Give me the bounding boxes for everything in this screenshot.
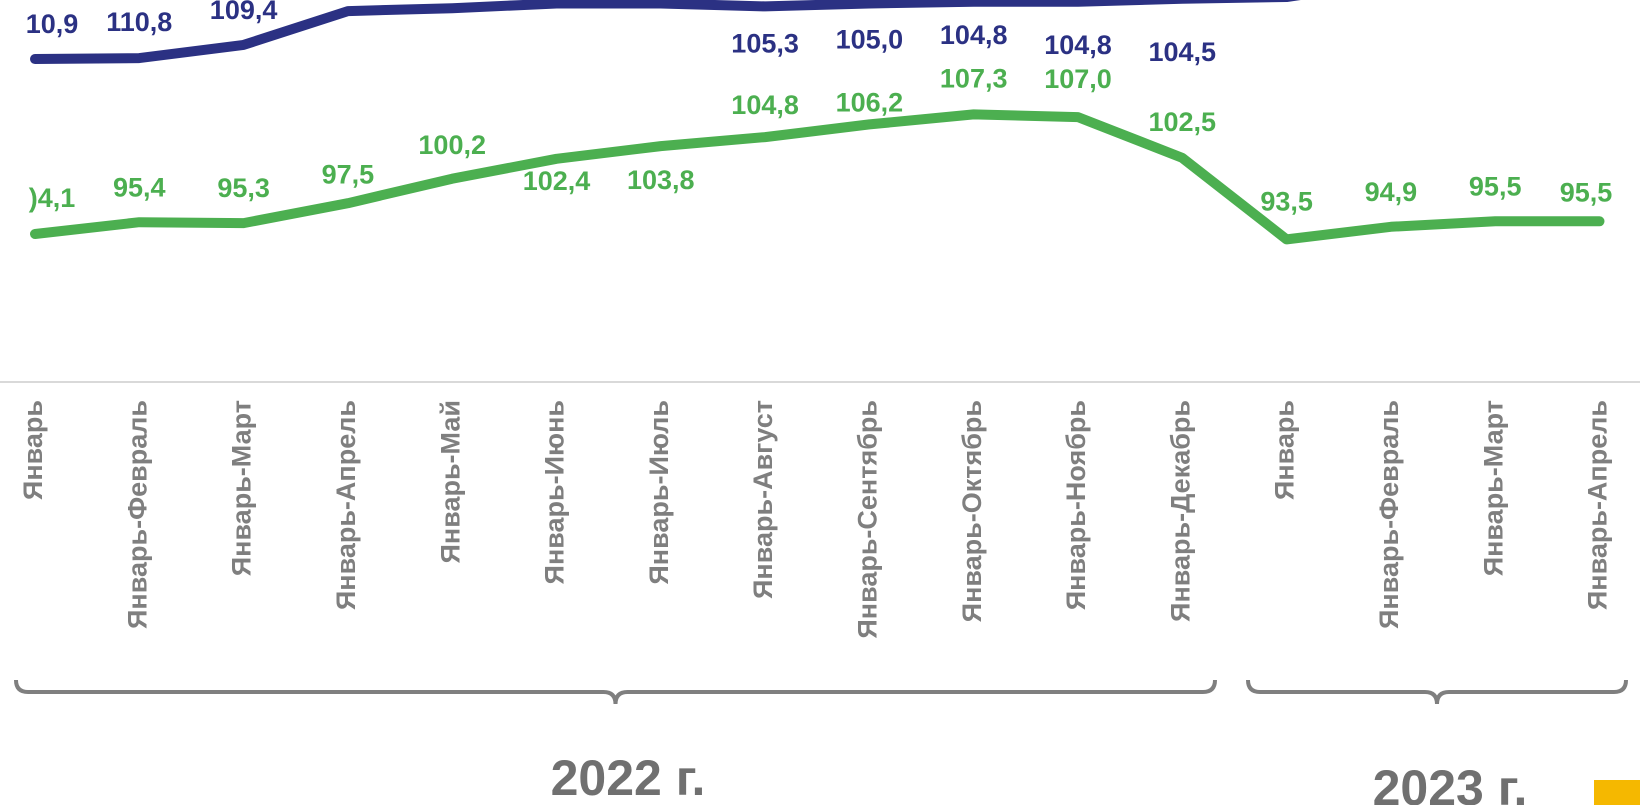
data-label-s2-13: 94,9	[1365, 177, 1418, 207]
x-tick-label-14: Январь-Март	[1478, 400, 1508, 576]
x-axis-tick-labels: Январь Январь-Февраль Январь-Март Январь-Ап…	[18, 400, 1613, 639]
x-tick-label-3: Январь-Апрель	[331, 400, 361, 610]
x-tick-label-13: Январь-Февраль	[1374, 400, 1404, 629]
data-label-s2-8: 106,2	[836, 88, 904, 118]
data-label-s2-10: 107,0	[1044, 64, 1112, 94]
data-label-s2-4: 100,2	[418, 130, 486, 160]
data-label-s2-11: 102,5	[1149, 107, 1217, 137]
data-label-s1-0: 10,9	[26, 9, 79, 39]
x-tick-label-9: Январь-Октябрь	[957, 400, 987, 622]
series-line-1	[30, 0, 1301, 64]
year-label-2022: 2022 г.	[551, 750, 706, 805]
x-tick-label-10: Январь-Ноябрь	[1061, 400, 1091, 610]
x-tick-label-6: Январь-Июль	[644, 400, 674, 585]
year-label-2023: 2023 г.	[1373, 760, 1528, 805]
data-label-s2-12: 93,5	[1260, 187, 1313, 217]
data-label-s2-1: 95,4	[113, 172, 166, 202]
accent-square	[1594, 780, 1640, 805]
x-tick-label-7: Январь-Август	[748, 400, 778, 599]
x-tick-label-4: Январь-Май	[435, 400, 465, 564]
x-tick-label-8: Январь-Сентябрь	[853, 400, 883, 639]
data-label-s2-7: 104,8	[731, 90, 799, 120]
year-groups: 2022 г. 2023 г.	[14, 679, 1628, 805]
data-label-s1-1: 110,8	[106, 7, 172, 37]
x-tick-label-12: Январь	[1270, 400, 1300, 500]
data-label-s1-8: 105,0	[836, 25, 904, 55]
year-brace-2022	[14, 679, 1217, 705]
x-tick-label-11: Январь-Декабрь	[1165, 400, 1195, 622]
data-label-s2-15: 95,5	[1560, 177, 1613, 207]
data-label-s2-5: 102,4	[523, 166, 591, 196]
data-label-s2-9: 107,3	[940, 64, 1008, 94]
data-label-s1-2: 109,4	[210, 0, 278, 25]
data-label-s1-11: 104,5	[1149, 37, 1217, 67]
x-tick-label-2: Январь-Март	[227, 400, 257, 576]
data-label-s1-9: 104,8	[940, 20, 1008, 50]
data-label-s2-2: 95,3	[217, 173, 270, 203]
data-label-s2-3: 97,5	[322, 159, 375, 189]
data-label-s2-14: 95,5	[1469, 171, 1522, 201]
x-tick-label-1: Январь-Февраль	[122, 400, 152, 629]
data-label-s2-0: )4,1	[29, 183, 76, 213]
data-label-s1-10: 104,8	[1044, 30, 1112, 60]
data-label-s2-6: 103,8	[627, 165, 695, 195]
x-tick-label-5: Январь-Июнь	[540, 400, 570, 584]
series-line-2	[30, 109, 1605, 245]
series-lines	[30, 0, 1605, 245]
year-brace-2023	[1246, 679, 1628, 705]
data-labels: 10,9110,8109,4105,8105,5105,0105,0105,31…	[26, 0, 1613, 217]
x-tick-label-0: Январь	[18, 400, 48, 500]
data-label-s1-7: 105,3	[731, 29, 799, 59]
x-tick-label-15: Январь-Апрель	[1583, 400, 1613, 610]
